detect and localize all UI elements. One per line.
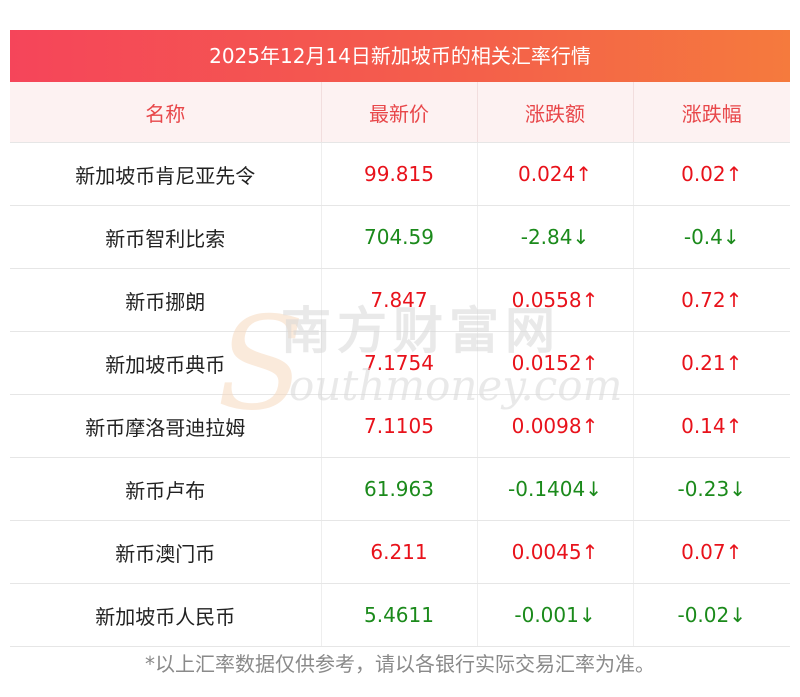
table-row: 新币摩洛哥迪拉姆 7.1105 0.0098↑ 0.14↑	[10, 394, 790, 458]
table-row: 新加坡币人民币 5.4611 -0.001↓ -0.02↓	[10, 583, 790, 647]
table-row: 新币澳门币 6.211 0.0045↑ 0.07↑	[10, 520, 790, 584]
currency-name: 新币挪朗	[10, 268, 322, 332]
currency-name: 新币摩洛哥迪拉姆	[10, 394, 322, 458]
table-row: 新加坡币肯尼亚先令 99.815 0.024↑ 0.02↑	[10, 142, 790, 206]
change-percent: 0.21↑	[633, 331, 790, 395]
change-amount: -2.84↓	[477, 205, 634, 269]
table-row: 新币卢布 61.963 -0.1404↓ -0.23↓	[10, 457, 790, 521]
change-percent: 0.14↑	[633, 394, 790, 458]
table-row: 新币挪朗 7.847 0.0558↑ 0.72↑	[10, 268, 790, 332]
change-amount: -0.1404↓	[477, 457, 634, 521]
latest-price: 7.847	[321, 268, 478, 332]
header-pct: 涨跌幅	[633, 82, 790, 143]
change-percent: 0.07↑	[633, 520, 790, 584]
currency-name: 新加坡币人民币	[10, 583, 322, 647]
latest-price: 61.963	[321, 457, 478, 521]
latest-price: 5.4611	[321, 583, 478, 647]
disclaimer-footnote: *以上汇率数据仅供参考，请以各银行实际交易汇率为准。	[145, 652, 655, 676]
table-row: 新加坡币典币 7.1754 0.0152↑ 0.21↑	[10, 331, 790, 395]
change-percent: 0.02↑	[633, 142, 790, 206]
table-row: 新币智利比索 704.59 -2.84↓ -0.4↓	[10, 205, 790, 269]
currency-name: 新币智利比索	[10, 205, 322, 269]
header-price: 最新价	[321, 82, 478, 143]
change-percent: -0.4↓	[633, 205, 790, 269]
header-row: 名称 最新价 涨跌额 涨跌幅	[10, 82, 790, 143]
change-amount: 0.0098↑	[477, 394, 634, 458]
change-amount: 0.0152↑	[477, 331, 634, 395]
currency-name: 新币卢布	[10, 457, 322, 521]
currency-name: 新加坡币典币	[10, 331, 322, 395]
latest-price: 7.1105	[321, 394, 478, 458]
change-amount: 0.0558↑	[477, 268, 634, 332]
change-percent: -0.02↓	[633, 583, 790, 647]
latest-price: 7.1754	[321, 331, 478, 395]
rate-card: 2025年12月14日新加坡币的相关汇率行情 名称 最新价 涨跌额 涨跌幅 新加…	[10, 30, 790, 647]
change-percent: -0.23↓	[633, 457, 790, 521]
latest-price: 704.59	[321, 205, 478, 269]
currency-name: 新加坡币肯尼亚先令	[10, 142, 322, 206]
change-amount: -0.001↓	[477, 583, 634, 647]
table-title: 2025年12月14日新加坡币的相关汇率行情	[10, 30, 790, 82]
latest-price: 99.815	[321, 142, 478, 206]
rate-table: 名称 最新价 涨跌额 涨跌幅 新加坡币肯尼亚先令 99.815 0.024↑ 0…	[10, 82, 790, 647]
latest-price: 6.211	[321, 520, 478, 584]
header-change: 涨跌额	[477, 82, 634, 143]
currency-name: 新币澳门币	[10, 520, 322, 584]
change-amount: 0.0045↑	[477, 520, 634, 584]
header-name: 名称	[10, 82, 322, 143]
change-amount: 0.024↑	[477, 142, 634, 206]
change-percent: 0.72↑	[633, 268, 790, 332]
